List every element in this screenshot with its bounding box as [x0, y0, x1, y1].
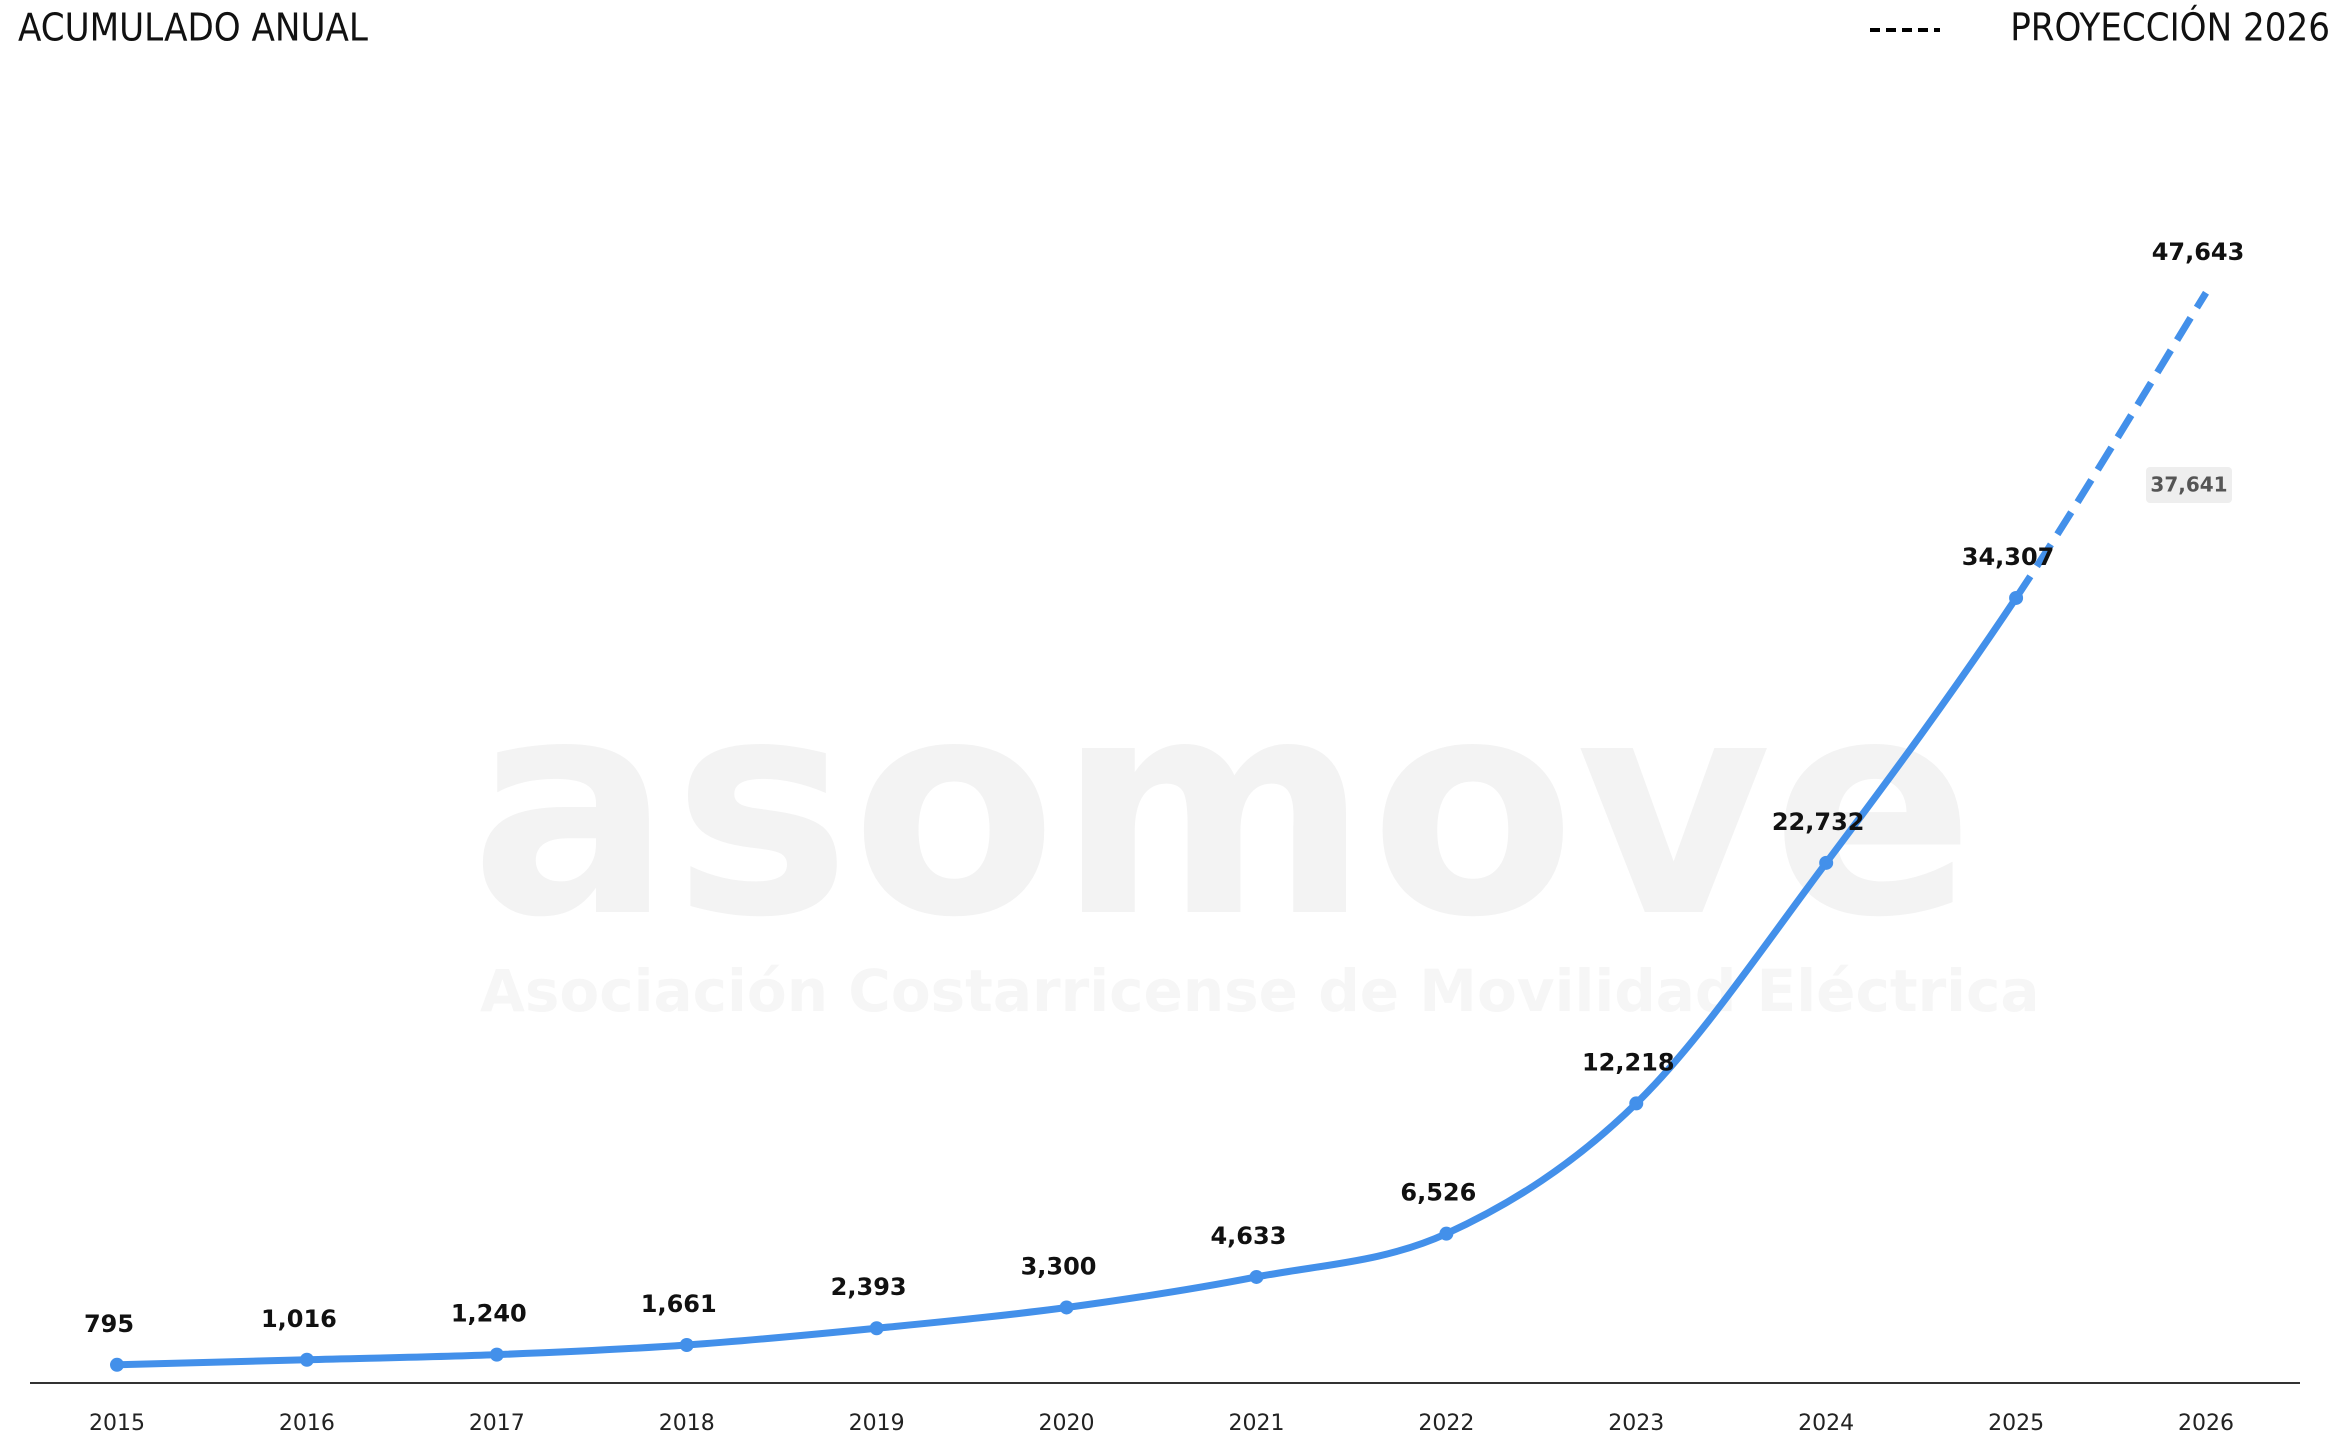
data-label: 1,240	[451, 1300, 527, 1328]
data-label: 6,526	[1400, 1179, 1476, 1207]
legend-label: PROYECCIÓN 2026	[2010, 6, 2330, 50]
point	[1059, 1300, 1074, 1315]
data-label: 795	[84, 1310, 134, 1338]
x-tick-label: 2017	[469, 1411, 525, 1436]
x-tick-label: 2015	[89, 1411, 145, 1436]
line	[113, 594, 2020, 1369]
x-tick-label: 2023	[1608, 1411, 1664, 1436]
data-label: 1,661	[641, 1290, 717, 1318]
x-tick-label: 2018	[659, 1411, 715, 1436]
point	[299, 1352, 314, 1367]
point	[110, 1357, 124, 1372]
x-tick-label: 2016	[279, 1411, 335, 1436]
data-label: 12,218	[1582, 1048, 1675, 1076]
point	[1249, 1269, 1264, 1284]
annotation: 37,641	[2150, 473, 2227, 497]
data-label: 2,393	[831, 1273, 907, 1301]
point	[2009, 590, 2024, 605]
point	[1439, 1226, 1454, 1241]
point	[869, 1321, 884, 1336]
projection-line	[2013, 290, 2209, 600]
x-tick-label: 2019	[849, 1411, 905, 1436]
point	[679, 1337, 694, 1352]
watermark-logo: asomove	[470, 634, 1975, 983]
data-label: 3,300	[1021, 1252, 1097, 1280]
data-label: 4,633	[1210, 1222, 1286, 1250]
chart-title: ACUMULADO ANUAL	[18, 6, 368, 50]
x-tick-label: 2022	[1418, 1411, 1474, 1436]
point	[1629, 1096, 1644, 1111]
data-label: 1,016	[261, 1305, 337, 1333]
data-label: 22,732	[1772, 808, 1865, 836]
data-label: 34,307	[1962, 543, 2055, 571]
watermark-text: Asociación Costarricense de Movilidad El…	[480, 957, 2040, 1025]
x-tick-label: 2021	[1228, 1411, 1284, 1436]
x-tick-label: 2024	[1798, 1411, 1854, 1436]
x-tick-label: 2026	[2178, 1411, 2234, 1436]
annotation-box	[2146, 467, 2232, 503]
x-tick-label: 2020	[1039, 1411, 1095, 1436]
point	[489, 1347, 504, 1362]
point	[1819, 855, 1834, 870]
data-label: 47,643	[2152, 238, 2245, 266]
x-tick-label: 2025	[1988, 1411, 2044, 1436]
